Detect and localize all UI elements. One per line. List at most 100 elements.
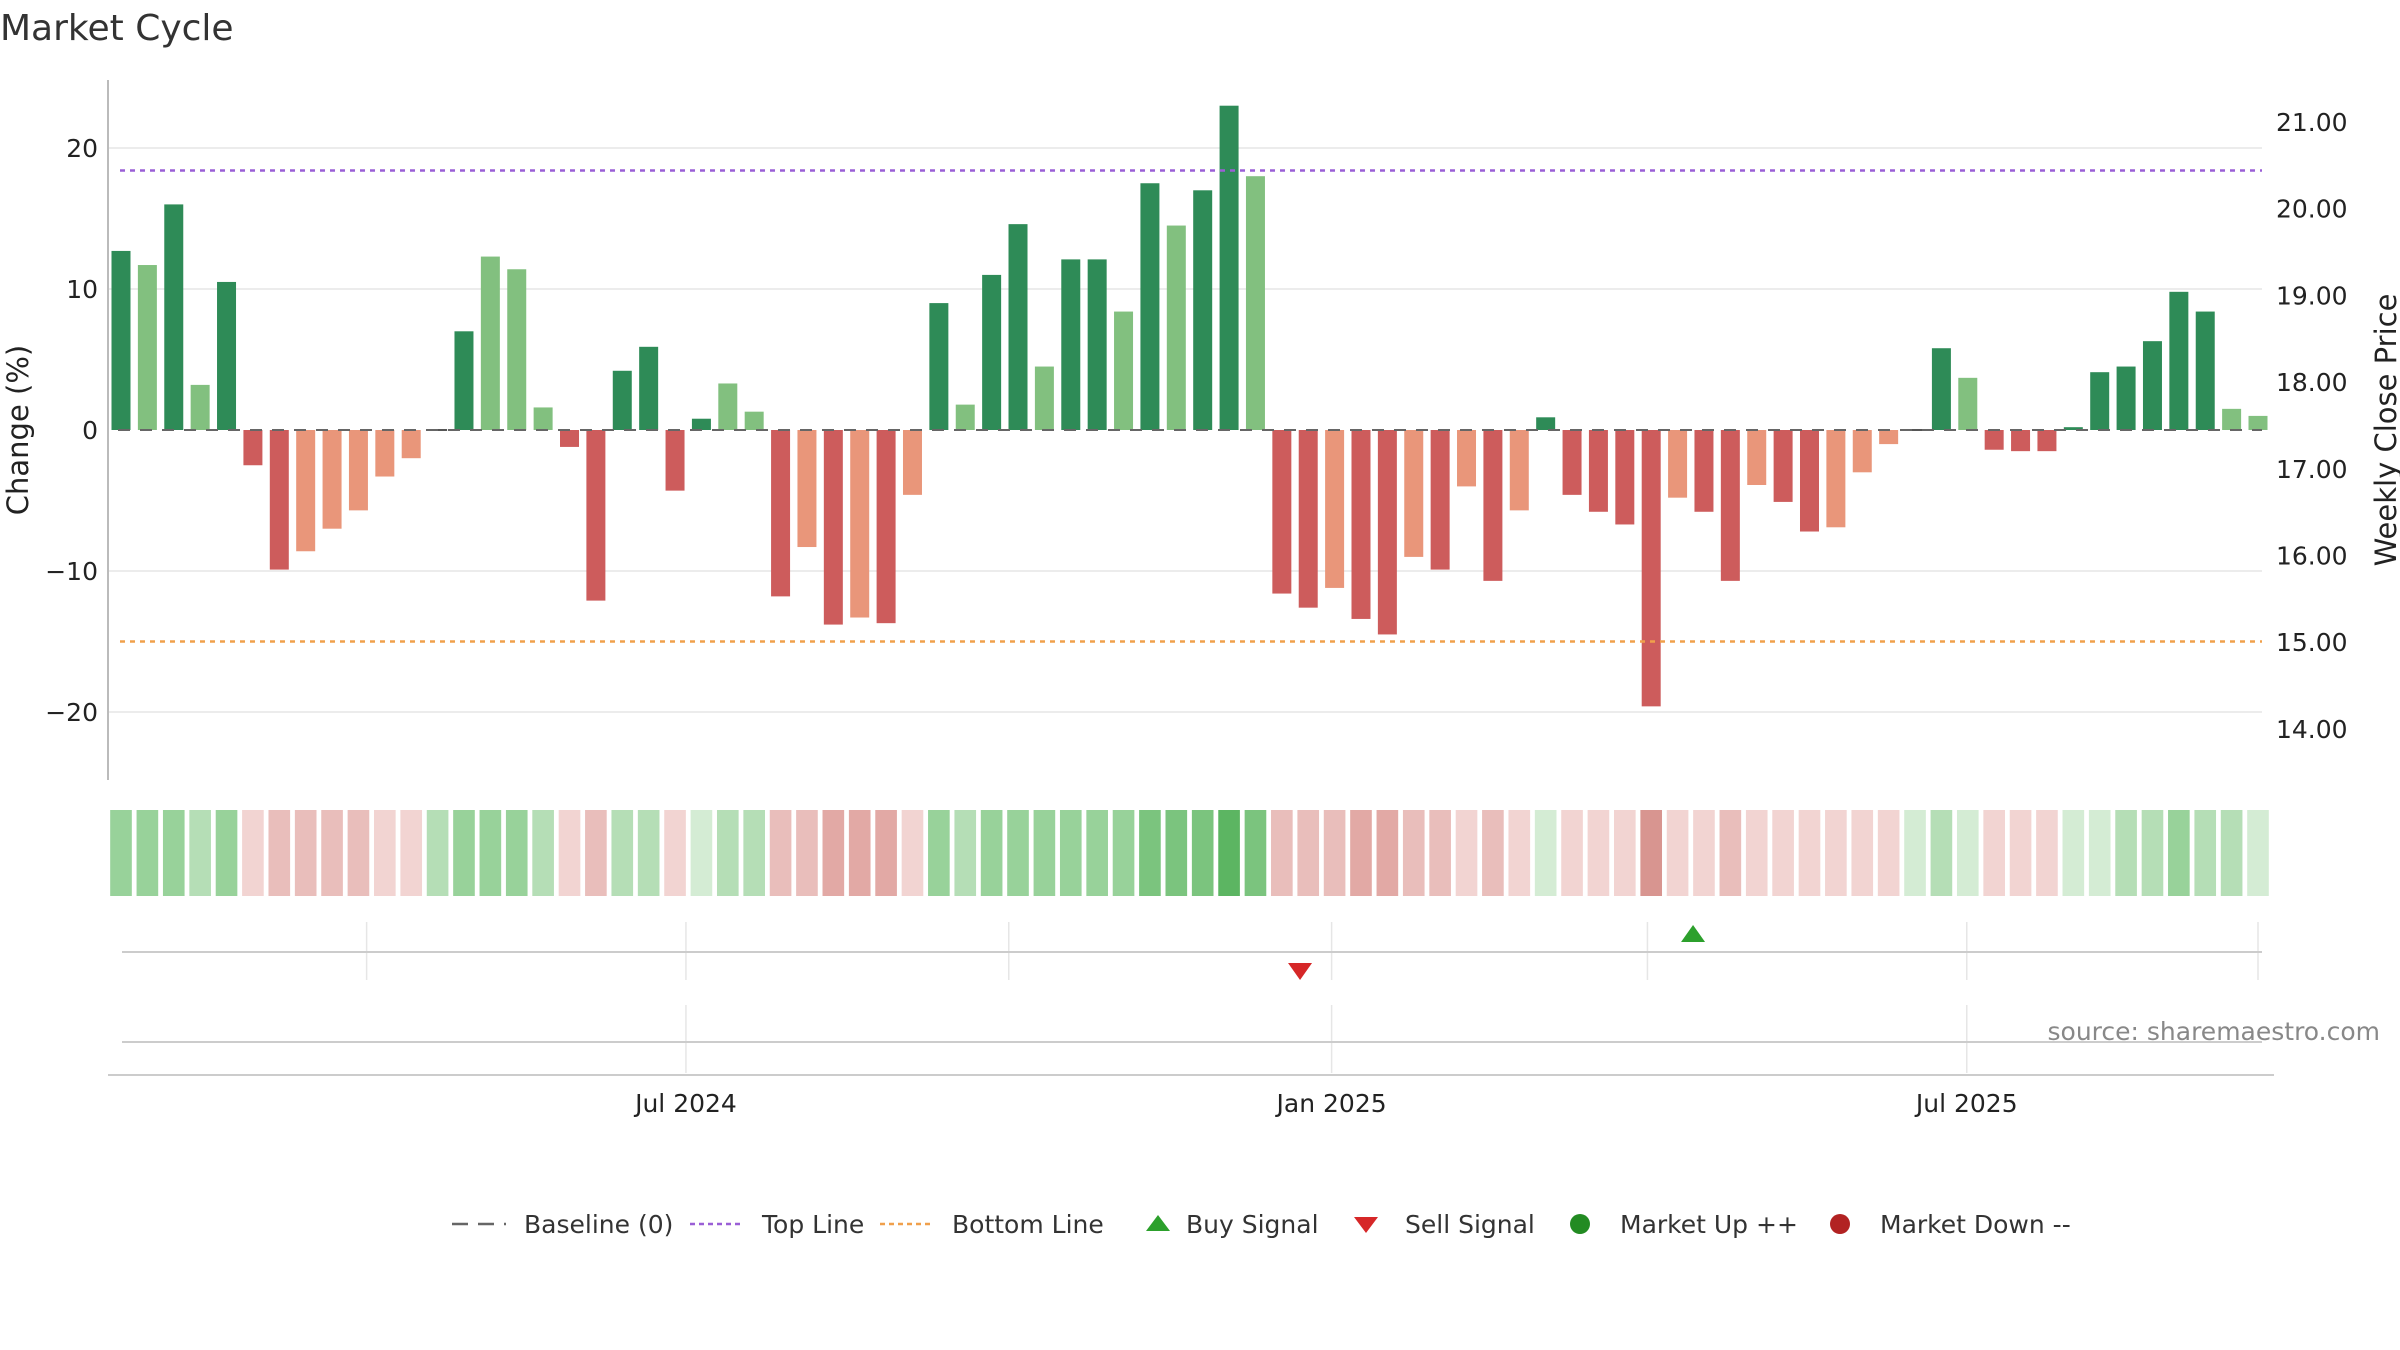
strength-cell (294, 810, 317, 896)
strength-cell (1191, 810, 1214, 896)
change-bar (771, 430, 791, 597)
strength-cell (1455, 810, 1478, 896)
legend-label: Market Up ++ (1620, 1210, 1798, 1239)
strength-cell (1323, 810, 1346, 896)
strength-cell (162, 810, 185, 896)
strength-cell (2036, 810, 2058, 896)
strength-cell (505, 810, 528, 896)
change-bar (1140, 183, 1160, 430)
change-bar (454, 331, 474, 430)
change-bar (111, 250, 131, 430)
strength-cell (1587, 810, 1610, 896)
change-bar (1114, 311, 1134, 430)
strength-cell (374, 810, 396, 896)
strength-cell (716, 810, 739, 896)
y2-tick-label: 21.00 (2276, 108, 2348, 137)
change-bar (1430, 430, 1450, 570)
change-bar (560, 430, 580, 447)
change-bar (243, 430, 263, 466)
change-bar (401, 430, 421, 459)
change-bar (1404, 430, 1424, 557)
change-bar (1958, 377, 1978, 430)
change-bar (1641, 430, 1661, 707)
change-bar (744, 411, 764, 430)
strength-cell (1930, 810, 1953, 896)
strength-cell (1983, 810, 2005, 896)
change-bar (217, 281, 237, 430)
y-tick-label: −10 (45, 557, 98, 586)
strength-cell (2220, 810, 2243, 896)
strength-cell (585, 810, 607, 896)
change-bar (797, 430, 817, 548)
legend-label: Bottom Line (952, 1210, 1104, 1239)
sell-signal-marker (1288, 963, 1313, 980)
strength-cell (875, 810, 897, 896)
strength-cell (822, 810, 845, 896)
strength-cell (136, 810, 159, 896)
legend-label: Sell Signal (1405, 1210, 1535, 1239)
change-bar (1377, 430, 1397, 635)
strength-cell (901, 810, 924, 896)
change-bar (691, 418, 711, 430)
change-bar (1325, 430, 1345, 588)
change-bar (480, 256, 500, 430)
legend-label: Market Down -- (1880, 1210, 2071, 1239)
change-bar (1747, 430, 1767, 485)
strength-cell (1033, 810, 1056, 896)
change-bar (1298, 430, 1318, 608)
strength-cell (1904, 810, 1926, 896)
y-axis-label: Change (%) (1, 345, 35, 515)
strength-cell (1218, 810, 1240, 896)
strength-cell (189, 810, 211, 896)
change-bar (850, 430, 870, 618)
chart-title: Market Cycle (0, 8, 234, 49)
legend-sell-swatch (1354, 1217, 1378, 1233)
strength-cell (321, 810, 343, 896)
strength-cell (2062, 810, 2085, 896)
strength-cell (242, 810, 264, 896)
strength-cell (2009, 810, 2032, 896)
change-bar (322, 430, 342, 529)
change-bar (1008, 224, 1028, 430)
y2-axis-label: Weekly Close Price (2369, 294, 2400, 567)
strength-cell (1640, 810, 1663, 896)
strength-cell (1666, 810, 1689, 896)
strength-cell (637, 810, 660, 896)
change-bar (1351, 430, 1371, 619)
change-bar (2169, 291, 2189, 430)
strength-cell (1851, 810, 1874, 896)
change-bar (1562, 430, 1582, 495)
change-bar (1166, 225, 1186, 430)
change-bar (639, 346, 659, 430)
strength-cell (1956, 810, 1979, 896)
change-bar (982, 274, 1002, 430)
strength-cell (1165, 810, 1188, 896)
strength-cell (1059, 810, 1082, 896)
buy-signal-marker (1681, 925, 1706, 942)
change-bar (1984, 430, 2004, 450)
x-tick-label: Jan 2025 (1275, 1089, 1387, 1118)
change-bar (296, 430, 316, 552)
change-bar (1509, 430, 1529, 511)
change-bar (876, 430, 896, 624)
x-tick-label: Jul 2024 (633, 1089, 737, 1118)
strength-cell (1693, 810, 1715, 896)
change-bar (1193, 190, 1213, 430)
change-bar (190, 384, 210, 430)
change-bar (929, 303, 949, 430)
change-bar (718, 383, 738, 430)
change-bar (665, 430, 685, 491)
source-label: source: sharemaestro.com (2048, 1017, 2381, 1046)
x-tick-label: Jul 2025 (1914, 1089, 2018, 1118)
strength-cell (1561, 810, 1583, 896)
change-bar (533, 407, 553, 430)
change-bar (1694, 430, 1714, 512)
strength-cell (1350, 810, 1372, 896)
strength-cell (1139, 810, 1161, 896)
strength-cell (2088, 810, 2111, 896)
y2-tick-label: 18.00 (2276, 368, 2348, 397)
change-bar (823, 430, 843, 625)
strength-cell (1772, 810, 1794, 896)
